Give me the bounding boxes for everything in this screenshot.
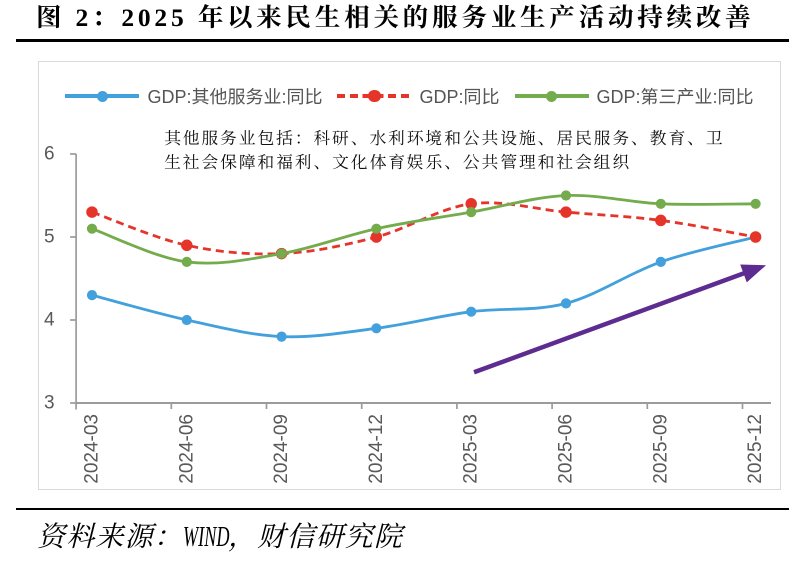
series-marker-1 xyxy=(181,239,193,252)
trend-arrow-head xyxy=(740,264,767,283)
y-axis-label: 4 xyxy=(44,310,55,331)
series-line-0 xyxy=(91,235,756,339)
chart-area: GDP:其他服务业:同比 GDP:同比 GDP:第三产业:同比 其他服务业包括：科研… xyxy=(38,61,781,490)
title-underline xyxy=(16,39,789,42)
chart-note-line2: 生社会保障和福利、文化体育娱乐、公共管理和社会组织 xyxy=(164,152,632,172)
legend-item: GDP:同比 xyxy=(337,83,500,109)
series-marker-2 xyxy=(276,248,287,259)
chart-note: 其他服务业包括：科研、水利环境和公共设施、居民服务、教育、卫 生社会保障和福利、… xyxy=(164,127,724,174)
legend-label: GDP:同比 xyxy=(419,87,500,107)
series-marker-0 xyxy=(86,290,98,301)
series-marker-0 xyxy=(276,331,287,342)
series-marker-2 xyxy=(560,190,572,201)
line-chart: 3 4 5 6 2024-03 2024-06 2024-09 2024-12 2025-03 2… xyxy=(44,144,771,484)
y-axis-label: 6 xyxy=(44,144,55,165)
series-marker-2 xyxy=(750,198,761,209)
legend-label: GDP:其他服务业:同比 xyxy=(147,87,323,107)
series-marker-2 xyxy=(86,223,98,234)
series-marker-1 xyxy=(655,214,667,227)
series-marker-2 xyxy=(371,223,382,234)
legend-swatch-dashed-line xyxy=(337,89,412,103)
series-marker-2 xyxy=(181,256,192,267)
series-marker-1 xyxy=(86,206,98,218)
chart-note-line1: 其他服务业包括：科研、水利环境和公共设施、居民服务、教育、卫 xyxy=(164,129,725,148)
x-axis-label: 2025-09 xyxy=(650,414,671,484)
legend-label: GDP:第三产业:同比 xyxy=(596,87,754,107)
series-marker-0 xyxy=(655,256,666,267)
legend-swatch-line xyxy=(514,90,589,102)
x-axis-label: 2025-12 xyxy=(745,414,766,484)
series-marker-0 xyxy=(560,298,572,309)
y-axis-label: 5 xyxy=(44,227,55,248)
x-axis-label: 2025-03 xyxy=(461,414,482,484)
series-marker-1 xyxy=(560,206,572,218)
series-marker-1 xyxy=(465,198,477,210)
legend-swatch-line xyxy=(65,90,140,102)
trend-arrow-shaft xyxy=(473,270,747,375)
series-marker-0 xyxy=(181,314,192,326)
x-axis-label: 2024-09 xyxy=(271,414,292,484)
legend-item: GDP:其他服务业:同比 xyxy=(65,83,322,109)
series-marker-1 xyxy=(370,231,383,243)
footer-divider xyxy=(16,508,789,510)
series-marker-2 xyxy=(655,198,666,209)
series-marker-2 xyxy=(466,207,477,218)
data-source: 资料来源：WIND，财信研究院 xyxy=(37,520,403,556)
x-axis-label: 2025-06 xyxy=(556,414,577,484)
x-axis-label: 2024-03 xyxy=(82,414,103,484)
x-axis-label: 2024-06 xyxy=(176,414,197,484)
series-marker-0 xyxy=(371,323,382,334)
legend-item: GDP:第三产业:同比 xyxy=(514,83,754,109)
series-marker-0 xyxy=(466,306,477,317)
chart-legend: GDP:其他服务业:同比 GDP:同比 GDP:第三产业:同比 xyxy=(39,83,780,109)
data-source-latin: WIND xyxy=(183,522,230,553)
figure-title: 图 2：2025 年以来民生相关的服务业生产活动持续改善 xyxy=(36,3,755,32)
y-axis-label: 3 xyxy=(44,393,55,414)
x-axis-label: 2024-12 xyxy=(366,414,387,484)
series-marker-1 xyxy=(749,231,762,243)
